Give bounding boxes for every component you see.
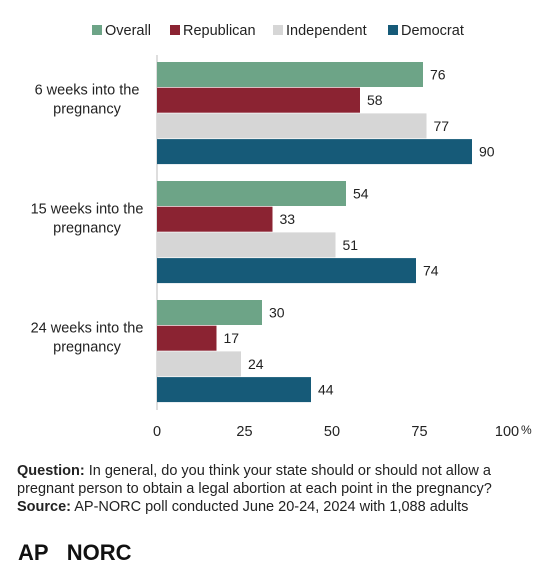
data-label-independent: 51 xyxy=(343,237,359,253)
data-label-overall: 76 xyxy=(430,67,446,83)
source-line: Source: AP-NORC poll conducted June 20-2… xyxy=(17,498,537,516)
bar-independent xyxy=(157,113,427,139)
bar-independent xyxy=(157,351,241,377)
bar-overall xyxy=(157,300,262,325)
legend-swatch-democrat xyxy=(388,25,398,35)
x-tick-label: 50 xyxy=(324,424,340,440)
category-label: 15 weeks into the xyxy=(31,201,144,217)
data-label-independent: 24 xyxy=(248,356,264,372)
bar-republican xyxy=(157,206,273,232)
category-label: 6 weeks into the xyxy=(35,82,140,98)
legend-swatch-independent xyxy=(273,25,283,35)
source-label: Source: xyxy=(17,499,71,515)
data-label-overall: 54 xyxy=(353,186,369,202)
bar-republican xyxy=(157,87,360,113)
legend-label-republican: Republican xyxy=(183,23,256,39)
logos: AP NORC xyxy=(18,540,143,565)
ap-logo: AP xyxy=(18,540,49,565)
legend-label-democrat: Democrat xyxy=(401,23,464,39)
norc-logo: NORC xyxy=(66,540,132,565)
bar-overall xyxy=(157,181,346,206)
question-text: In general, do you think your state shou… xyxy=(17,463,492,497)
chart-footnote: Question: In general, do you think your … xyxy=(17,462,537,516)
data-label-overall: 30 xyxy=(269,305,285,321)
x-tick-label: 75 xyxy=(411,424,427,440)
category-label: pregnancy xyxy=(53,220,121,236)
category-label: 24 weeks into the xyxy=(31,320,144,336)
data-label-republican: 33 xyxy=(280,211,296,227)
x-tick-label: 100 xyxy=(495,424,519,440)
x-tick-label: 25 xyxy=(236,424,252,440)
category-label: pregnancy xyxy=(53,339,121,355)
question-line: Question: In general, do you think your … xyxy=(17,462,537,498)
x-unit-label: % xyxy=(521,423,532,437)
bar-democrat xyxy=(157,139,472,165)
bar-democrat xyxy=(157,377,311,403)
category-label: pregnancy xyxy=(53,101,121,117)
legend-label-overall: Overall xyxy=(105,23,151,39)
bar-republican xyxy=(157,325,217,351)
data-label-democrat: 44 xyxy=(318,382,334,398)
x-tick-label: 0 xyxy=(153,424,161,440)
data-label-independent: 77 xyxy=(434,118,450,134)
bar-independent xyxy=(157,232,336,258)
data-label-republican: 17 xyxy=(224,330,240,346)
chart: Overall Republican Independent Democrat 76 58… xyxy=(31,23,532,440)
legend-label-independent: Independent xyxy=(286,23,367,39)
data-label-republican: 58 xyxy=(367,92,383,108)
legend-swatch-overall xyxy=(92,25,102,35)
question-label: Question: xyxy=(17,463,85,479)
data-label-democrat: 90 xyxy=(479,144,495,160)
data-label-democrat: 74 xyxy=(423,263,439,279)
bar-overall xyxy=(157,62,423,87)
source-text: AP-NORC poll conducted June 20-24, 2024 … xyxy=(71,499,469,515)
legend-swatch-republican xyxy=(170,25,180,35)
bar-democrat xyxy=(157,258,416,284)
